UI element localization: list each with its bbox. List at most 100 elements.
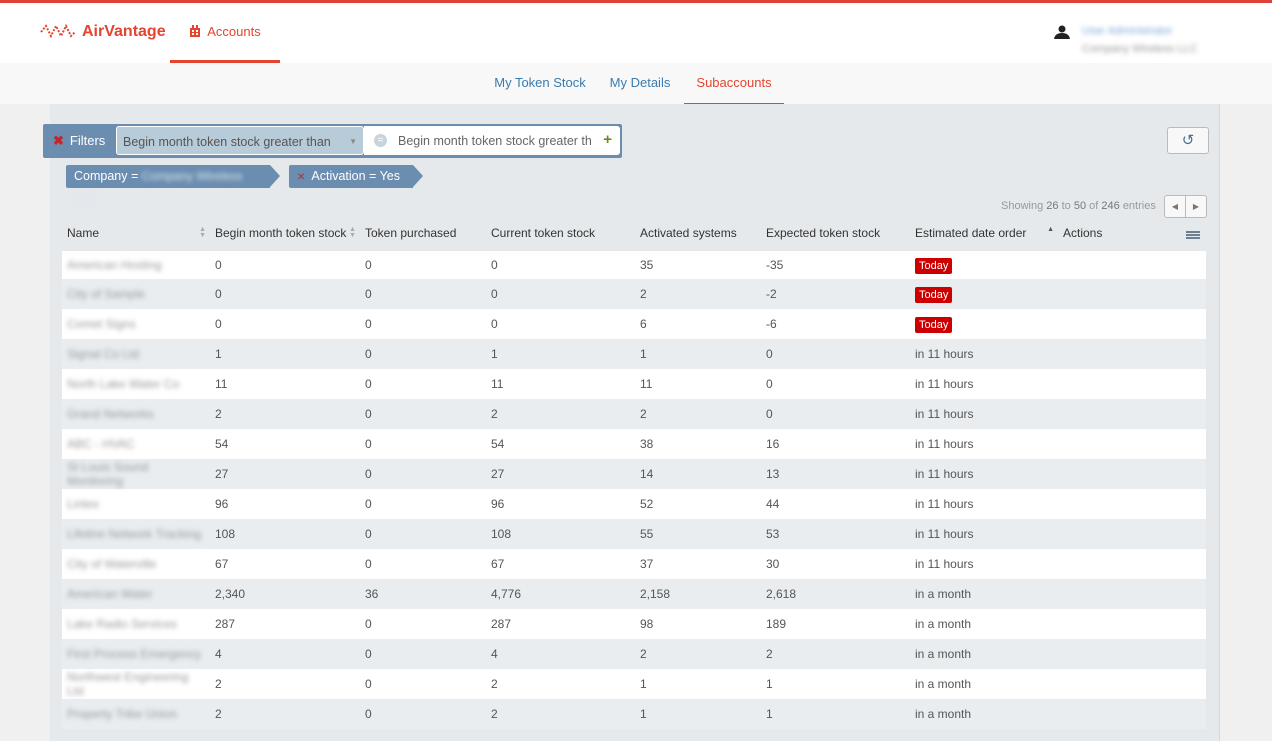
cell-purchased: 0 xyxy=(360,519,486,549)
cell-value: in 11 hours xyxy=(915,377,974,391)
cell-value: 53 xyxy=(766,527,780,541)
column-header[interactable]: Expected token stock xyxy=(761,219,910,250)
cell-value: 4,776 xyxy=(491,587,522,601)
tab-my-token-stock[interactable]: My Token Stock xyxy=(494,75,586,90)
cell-actions xyxy=(1058,309,1206,339)
cell-expected: 1 xyxy=(761,699,910,729)
cell-value: 38 xyxy=(640,437,654,451)
prev-page-button[interactable]: ◀ xyxy=(1165,196,1186,217)
filter-field-select[interactable]: Begin month token stock greater than ▼ xyxy=(116,126,364,155)
cell-expected: 2,618 xyxy=(761,579,910,609)
column-header-label: Expected token stock xyxy=(766,226,881,240)
account-name: City of Sample xyxy=(67,287,146,301)
user-menu[interactable]: User Administrator Company Wireless LLC xyxy=(1054,25,1198,55)
cell-activated: 2 xyxy=(635,279,761,309)
cell-name: American Water xyxy=(62,579,210,609)
cell-current: 4 xyxy=(486,639,635,669)
filter-value-input[interactable]: = Begin month token stock greater th + xyxy=(364,126,620,155)
table-row[interactable]: ABC - HVAC 54 0 54 38 16 in 11 hours xyxy=(62,429,1206,459)
cell-value: 54 xyxy=(215,437,229,451)
column-header[interactable]: Name ▲ ▼ xyxy=(62,219,210,250)
cell-date-order: in 11 hours xyxy=(910,429,1058,459)
cell-begin-month: 1 xyxy=(210,339,360,369)
table-row[interactable]: Grand Networks 2 0 2 2 0 in 11 hours xyxy=(62,399,1206,429)
account-name: ABC - HVAC xyxy=(67,437,135,451)
cell-expected: 0 xyxy=(761,399,910,429)
tab-subaccounts[interactable]: Subaccounts xyxy=(684,63,784,104)
table-row[interactable]: First Process Emergency 4 0 4 2 2 in a month xyxy=(62,639,1206,669)
cell-activated: 6 xyxy=(635,309,761,339)
table-row[interactable]: City of Waterville 67 0 67 37 30 in 11 hours xyxy=(62,549,1206,579)
filters-toggle[interactable]: ✖ Filters xyxy=(53,133,105,149)
cell-value: 98 xyxy=(640,617,654,631)
sort-asc-icon[interactable]: ▲ xyxy=(1047,226,1054,233)
cell-value: 1 xyxy=(640,707,647,721)
cell-value: 2 xyxy=(766,647,773,661)
filter-bar: ✖ Filters Begin month token stock greater… xyxy=(43,124,622,158)
cell-expected: -6 xyxy=(761,309,910,339)
add-filter-icon[interactable]: + xyxy=(603,131,612,148)
cell-activated: 98 xyxy=(635,609,761,639)
cell-purchased: 0 xyxy=(360,549,486,579)
table-row[interactable]: Property Tribe Union 2 0 2 1 1 in a month xyxy=(62,699,1206,729)
column-header[interactable]: Begin month token stock ▲ ▼ xyxy=(210,219,360,250)
nav-accounts[interactable]: Accounts xyxy=(170,3,280,63)
cell-value: 2,340 xyxy=(215,587,246,601)
table-row[interactable]: Signal Co Ltd 1 0 1 1 0 in 11 hours xyxy=(62,339,1206,369)
cell-actions xyxy=(1058,579,1206,609)
table-row[interactable]: Lifeline Network Tracking 108 0 108 55 53 in 1… xyxy=(62,519,1206,549)
logo[interactable]: AirVantage xyxy=(40,23,166,41)
table-row[interactable]: American Hosting 0 0 0 35 -35 Today xyxy=(62,247,1206,279)
cell-value: 2 xyxy=(491,707,498,721)
tab-my-details[interactable]: My Details xyxy=(609,75,671,90)
cell-begin-month: 67 xyxy=(210,549,360,579)
cell-current: 0 xyxy=(486,309,635,339)
cell-purchased: 0 xyxy=(360,369,486,399)
table-row[interactable]: St Louis Sound Monitoring 27 0 27 14 13 in 11 … xyxy=(62,459,1206,489)
filter-chip-activation[interactable]: ✕ Activation = Yes xyxy=(289,165,423,188)
table-row[interactable]: Comet Signs 0 0 0 6 -6 Today xyxy=(62,309,1206,339)
column-header[interactable]: Estimated date order ▲ xyxy=(910,219,1058,250)
column-header[interactable]: Activated systems xyxy=(635,219,761,250)
table-row[interactable]: Lake Radio Services 287 0 287 98 189 in a mont… xyxy=(62,609,1206,639)
cell-name: City of Waterville xyxy=(62,549,210,579)
cell-value: 55 xyxy=(640,527,654,541)
cell-purchased: 0 xyxy=(360,309,486,339)
cell-activated: 1 xyxy=(635,699,761,729)
remove-chip-icon[interactable]: ✕ xyxy=(297,172,306,183)
cell-actions xyxy=(1058,609,1206,639)
column-header[interactable]: Current token stock xyxy=(486,219,635,250)
cell-value: 2 xyxy=(640,287,647,301)
filter-chip-company[interactable]: Company = Company Wireless LLC xyxy=(66,165,280,206)
subaccounts-table: Name ▲ ▼ Begin month token stock ▲ ▼ Token pur… xyxy=(62,219,1206,729)
cell-purchased: 0 xyxy=(360,399,486,429)
table-row[interactable]: North Lake Water Co 11 0 11 11 0 in 11 hours xyxy=(62,369,1206,399)
table-row[interactable]: Lintex 96 0 96 52 44 in 11 hours xyxy=(62,489,1206,519)
column-chooser-icon[interactable] xyxy=(1186,231,1200,239)
cell-begin-month: 11 xyxy=(210,369,360,399)
table-row[interactable]: City of Sample 0 0 0 2 -2 Today xyxy=(62,279,1206,309)
column-header-label: Estimated date order xyxy=(915,226,1027,240)
cell-expected: 53 xyxy=(761,519,910,549)
cell-value: in 11 hours xyxy=(915,347,974,361)
column-header[interactable]: Actions xyxy=(1058,219,1206,250)
sort-icon[interactable]: ▲ ▼ xyxy=(199,226,206,239)
cell-current: 2 xyxy=(486,699,635,729)
cell-value: -2 xyxy=(766,287,777,301)
column-header[interactable]: Token purchased xyxy=(360,219,486,250)
clear-filters-icon[interactable]: ✖ xyxy=(53,133,64,148)
next-page-button[interactable]: ▶ xyxy=(1192,202,1200,211)
table-row[interactable]: American Water 2,340 36 4,776 2,158 2,618 in a… xyxy=(62,579,1206,609)
cell-value: in a month xyxy=(915,677,972,691)
reset-button[interactable]: ↺ xyxy=(1167,127,1209,154)
cell-value: 287 xyxy=(215,617,236,631)
cell-value: in 11 hours xyxy=(915,437,974,451)
cell-current: 0 xyxy=(486,279,635,309)
logo-text: AirVantage xyxy=(82,23,166,40)
cell-value: 0 xyxy=(365,527,372,541)
table-row[interactable]: Northwest Engineering Ltd 2 0 2 1 1 in a month xyxy=(62,669,1206,699)
account-name: American Hosting xyxy=(67,258,162,272)
cell-name: North Lake Water Co xyxy=(62,369,210,399)
cell-value: 1 xyxy=(491,347,498,361)
sort-icon[interactable]: ▲ ▼ xyxy=(349,226,356,239)
